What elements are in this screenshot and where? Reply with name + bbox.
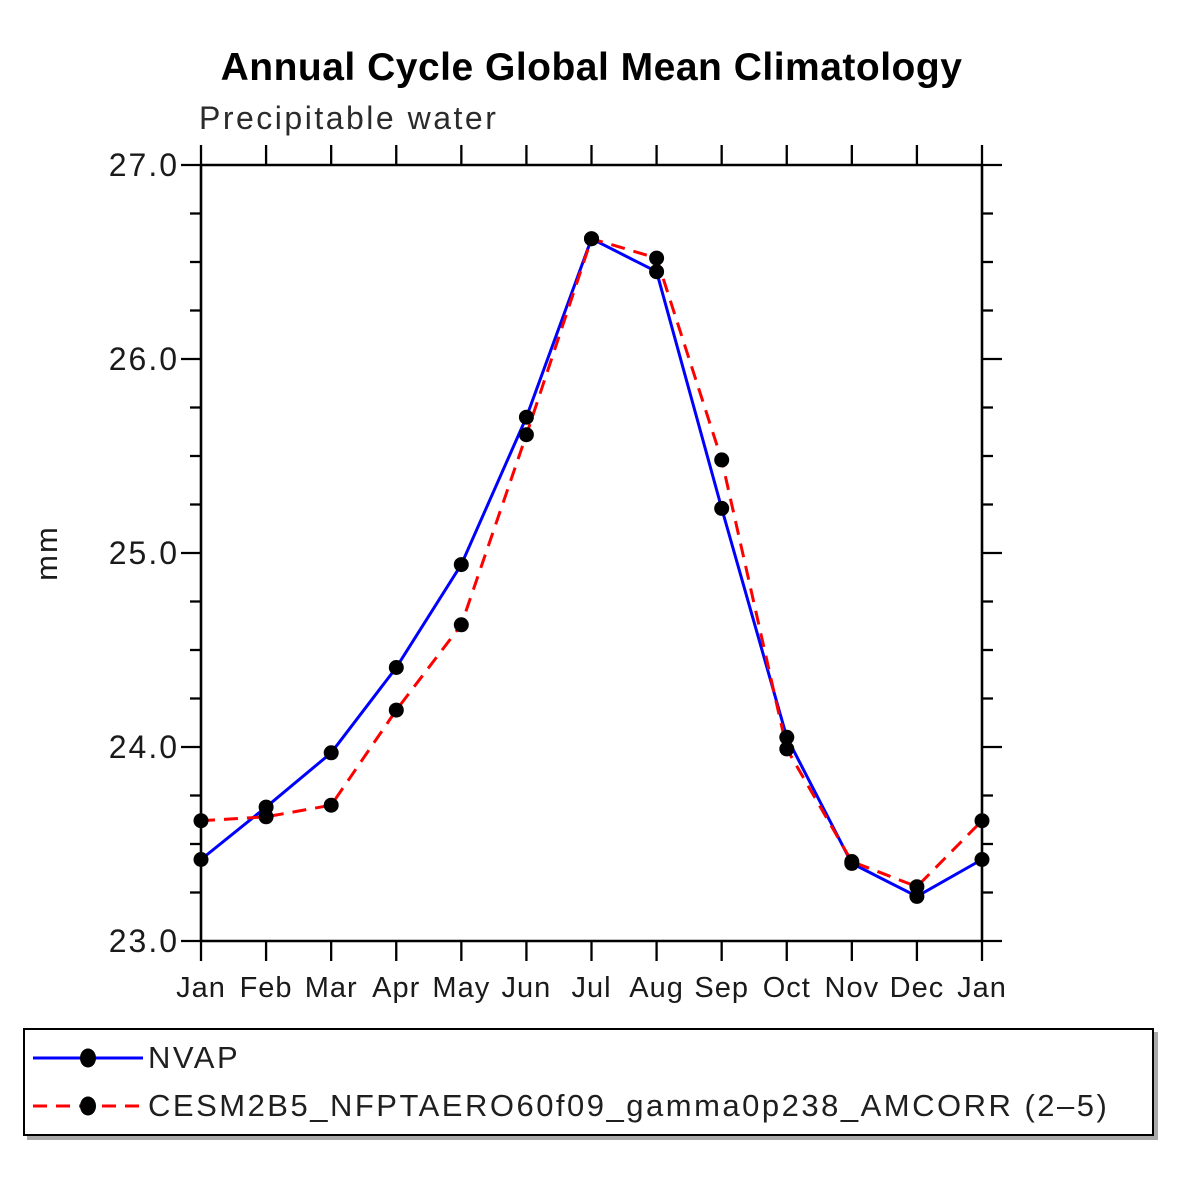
- legend-marker-dot: [80, 1096, 96, 1115]
- chart-subtitle: Precipitable water: [199, 100, 499, 136]
- x-tick-label: Jan: [176, 972, 226, 1004]
- data-point-series-0: [649, 264, 665, 280]
- chart-title: Annual Cycle Global Mean Climatology: [220, 46, 963, 89]
- legend-label-nvap: NVAP: [148, 1040, 241, 1075]
- x-tick-label: Jan: [957, 972, 1007, 1004]
- x-tick-label: Feb: [240, 972, 293, 1004]
- data-point-series-1: [714, 452, 730, 468]
- x-tick-label: Dec: [890, 972, 945, 1004]
- data-point-series-0: [779, 729, 795, 745]
- y-tick-label: 25.0: [109, 535, 179, 571]
- data-point-series-0: [974, 852, 990, 867]
- data-point-series-0: [714, 500, 730, 516]
- legend-line-sample-dashed: [33, 1096, 143, 1115]
- data-point-series-0: [518, 409, 534, 425]
- data-point-series-1: [844, 854, 860, 869]
- x-tick-label: Jun: [502, 972, 552, 1004]
- data-point-series-0: [193, 852, 209, 867]
- data-point-series-1: [779, 741, 795, 757]
- legend-item-nvap: NVAP: [32, 1038, 1152, 1078]
- x-tick-label: Oct: [763, 972, 811, 1004]
- legend-box: NVAP CESM2B5_NFPTAERO60f09_gamma0p238_AM…: [23, 1028, 1154, 1136]
- x-tick-label: Apr: [372, 972, 420, 1004]
- data-point-series-1: [193, 813, 209, 829]
- data-point-series-0: [388, 660, 404, 675]
- y-tick-label: 24.0: [109, 729, 179, 765]
- x-tick-label: Nov: [825, 972, 880, 1004]
- data-point-series-0: [453, 557, 469, 573]
- data-point-series-1: [388, 702, 404, 718]
- legend-label-cesm: CESM2B5_NFPTAERO60f09_gamma0p238_AMCORR …: [148, 1088, 1110, 1123]
- legend-item-cesm: CESM2B5_NFPTAERO60f09_gamma0p238_AMCORR …: [32, 1086, 1152, 1126]
- x-tick-label: Sep: [694, 972, 749, 1004]
- y-tick-label: 23.0: [109, 923, 179, 959]
- data-point-series-1: [909, 879, 925, 895]
- x-tick-label: Aug: [629, 972, 684, 1004]
- data-point-series-1: [323, 797, 339, 813]
- chart-canvas: 23.0 24.0 25.0 26.0 27.0 Jan Feb Mar Apr May Jun Ju…: [29, 145, 1007, 1004]
- x-tick-label: Jul: [571, 972, 611, 1004]
- data-point-series-1: [258, 809, 274, 825]
- data-point-series-0: [323, 745, 339, 761]
- y-axis-label: mm: [29, 525, 64, 581]
- y-tick-label: 26.0: [109, 341, 179, 377]
- y-tick-label: 27.0: [109, 147, 179, 183]
- data-point-series-1: [453, 617, 469, 633]
- data-point-series-1: [649, 250, 665, 266]
- data-point-series-1: [974, 813, 990, 829]
- x-tick-label: May: [432, 972, 490, 1004]
- data-point-series-1: [518, 427, 534, 443]
- series-line-0: [200, 236, 983, 899]
- x-tick-label: Mar: [305, 972, 358, 1004]
- legend-line-sample-solid: [33, 1048, 143, 1067]
- legend-marker-dot: [80, 1048, 96, 1067]
- series-line-1: [200, 236, 984, 889]
- data-point-series-1: [584, 231, 599, 247]
